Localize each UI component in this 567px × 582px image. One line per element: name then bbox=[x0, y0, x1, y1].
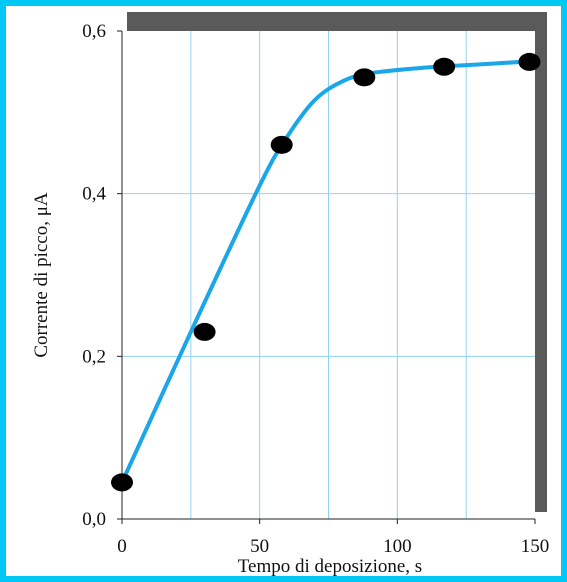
data-point bbox=[353, 68, 376, 87]
y-axis-title: Corrente di picco, μA bbox=[31, 192, 52, 358]
x-tick-label: 0 bbox=[117, 536, 127, 557]
y-tick-label: 0,6 bbox=[82, 21, 106, 42]
data-point bbox=[433, 57, 456, 76]
data-point bbox=[270, 135, 293, 154]
data-point bbox=[111, 473, 133, 492]
y-tick-label: 0,2 bbox=[82, 346, 106, 367]
data-point bbox=[518, 52, 541, 71]
x-tick-label: 150 bbox=[521, 536, 550, 557]
y-tick-label: 0,4 bbox=[82, 184, 106, 205]
x-axis-title: Tempo di deposizione, s bbox=[238, 556, 422, 577]
x-tick-label: 50 bbox=[250, 536, 269, 557]
x-tick-label: 100 bbox=[383, 536, 412, 557]
data-point bbox=[193, 322, 216, 341]
y-tick-label: 0,0 bbox=[82, 509, 106, 530]
